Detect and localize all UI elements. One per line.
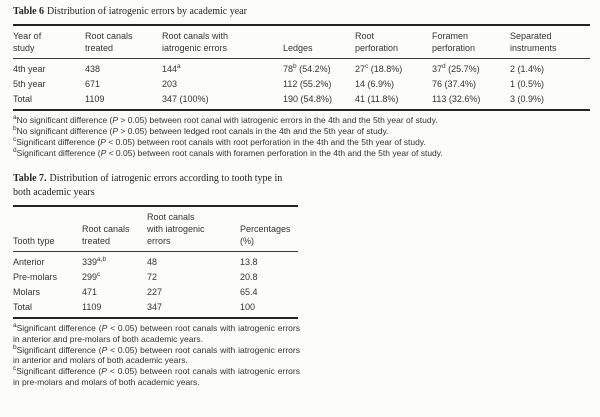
table-cell: 438 <box>85 63 101 74</box>
table-cell: 78b (54.2%) <box>283 62 331 74</box>
table6-header-separated-instruments: Separated instruments <box>510 25 590 60</box>
table7-row-molars: Molars 471 227 65.4 <box>13 284 298 299</box>
table-cell: 4th year <box>13 63 46 74</box>
table7-row-anterior: Anterior 339a,b 48 13.8 <box>13 252 298 270</box>
table7-header-root-canals-treated: Root canals treated <box>82 205 147 253</box>
table-cell: 347 <box>147 302 163 313</box>
table7-header-percentages: Percentages (%) <box>240 205 298 253</box>
table7-header-root-canals-iatrogenic: Root canals with iatrogenic errors <box>147 205 240 253</box>
table7-title: Table 7. Distribution of iatrogenic error… <box>13 172 300 198</box>
table-cell: 100 <box>240 302 256 313</box>
table6-footnote-a: aNo significant difference (P > 0.05) be… <box>13 114 438 125</box>
table6-footnotes: aNo significant difference (P > 0.05) be… <box>13 114 590 159</box>
table-cell: Molars <box>13 286 41 297</box>
table-cell: 1109 <box>85 94 105 105</box>
table-cell: 5th year <box>13 79 46 90</box>
table7-footnote-c: cSignificant difference (P < 0.05) betwe… <box>13 365 300 388</box>
table7-footnote-a: aSignificant difference (P < 0.05) betwe… <box>13 321 300 344</box>
table6-header-row: Year of study Root canals treated Root c… <box>13 25 590 60</box>
table6-row-4th-year: 4th year 438 144a 78b (54.2%) 27c (18.8%… <box>13 59 590 77</box>
table-cell: Total <box>13 94 33 105</box>
table-cell: Total <box>13 302 33 313</box>
table-cell: 14 (6.9%) <box>355 79 395 90</box>
table6-row-total: Total 1109 347 (100%) 190 (54.8%) 41 (11… <box>13 92 590 110</box>
table-cell: 3 (0.9%) <box>510 94 545 105</box>
table7-header-tooth-type: Tooth type <box>13 205 82 253</box>
table-cell: 27c (18.8%) <box>355 62 403 74</box>
table6: Year of study Root canals treated Root c… <box>13 24 590 111</box>
table7-row-total: Total 1109 347 100 <box>13 300 298 318</box>
table6-section: Table 6 Distribution of iatrogenic errors… <box>13 5 590 158</box>
table6-header-root-canals-treated: Root canals treated <box>85 25 162 60</box>
table-cell: 113 (32.6%) <box>432 94 481 105</box>
table-cell: 190 (54.8%) <box>283 94 333 105</box>
table-cell: 48 <box>147 256 158 267</box>
table-cell: 2 (1.4%) <box>510 63 545 74</box>
table6-header-root-perforation: Root perforation <box>355 25 432 60</box>
table7-section: Table 7. Distribution of iatrogenic error… <box>13 172 300 388</box>
table-cell: 671 <box>85 79 101 90</box>
table-cell: Anterior <box>13 256 45 267</box>
table6-title: Table 6 Distribution of iatrogenic errors… <box>13 5 590 18</box>
table6-title-text: Distribution of iatrogenic errors by aca… <box>47 6 247 17</box>
table7-footnotes: aSignificant difference (P < 0.05) betwe… <box>13 321 300 388</box>
table-cell: 112 (55.2%) <box>283 79 332 90</box>
table7-header-row: Tooth type Root canals treated Root cana… <box>13 205 298 253</box>
table6-title-label: Table 6 <box>13 6 45 17</box>
table-cell: 76 (37.4%) <box>432 79 477 90</box>
table7-title-label: Table 7. <box>13 173 47 185</box>
table-cell: Pre-molars <box>13 271 58 282</box>
table-cell: 65.4 <box>240 286 258 297</box>
table-cell: 299c <box>82 270 101 282</box>
table7-title-text: Distribution of iatrogenic errors accord… <box>13 173 283 198</box>
table-cell: 20.8 <box>240 271 258 282</box>
table-cell: 37d (25.7%) <box>432 62 480 74</box>
table6-footnote-d: dSignificant difference (P < 0.05) betwe… <box>13 146 443 158</box>
table7-row-pre-molars: Pre-molars 299c 72 20.8 <box>13 269 298 284</box>
table-cell: 347 (100%) <box>162 94 209 105</box>
table6-header-foramen-perforation: Foramen perforation <box>432 25 510 60</box>
table6-header-root-canals-iatrogenic: Root canals with iatrogenic errors <box>162 25 283 60</box>
table-cell: 339a,b <box>82 255 107 267</box>
table-cell: 471 <box>82 286 98 297</box>
table-cell: 1 (0.5%) <box>510 79 545 90</box>
table6-footnote-c: cSignificant difference (P < 0.05) betwe… <box>13 135 426 147</box>
table6-header-ledges: Ledges <box>283 25 355 60</box>
table6-row-5th-year: 5th year 671 203 112 (55.2%) 14 (6.9%) 7… <box>13 77 590 92</box>
table-cell: 203 <box>162 79 178 90</box>
table-cell: 144a <box>162 62 181 74</box>
table7: Tooth type Root canals treated Root cana… <box>13 204 298 319</box>
table-cell: 227 <box>147 286 163 297</box>
table-cell: 1109 <box>82 302 102 313</box>
table6-header-year-of-study: Year of study <box>13 25 85 60</box>
table6-footnote-b: bNo significant difference (P > 0.05) be… <box>13 124 389 136</box>
table-cell: 72 <box>147 271 158 282</box>
table-cell: 13.8 <box>240 256 258 267</box>
table7-footnote-b: bSignificant difference (P < 0.05) betwe… <box>13 343 300 366</box>
table-cell: 41 (11.8%) <box>355 94 399 105</box>
